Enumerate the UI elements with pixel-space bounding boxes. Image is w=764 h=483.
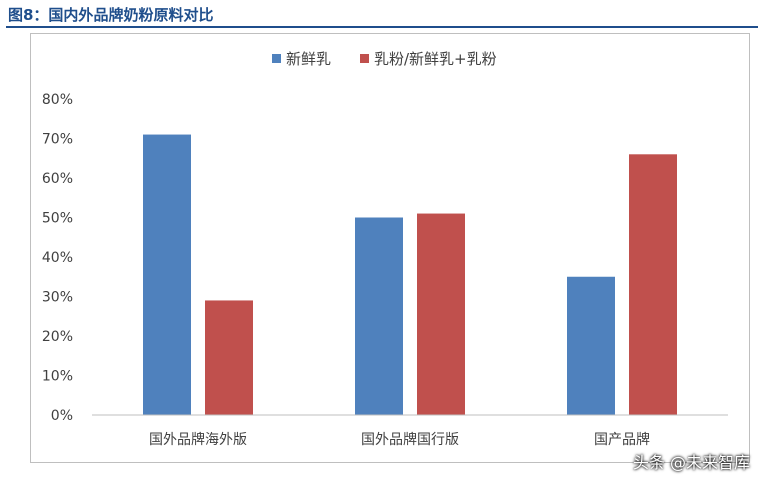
figure-title: 图8：国内外品牌奶粉原料对比 bbox=[8, 6, 214, 24]
watermark: 头条 @未来智库 bbox=[632, 453, 750, 472]
x-tick-label: 国产品牌 bbox=[594, 431, 650, 448]
title-underline bbox=[6, 26, 758, 28]
y-tick-label: 0% bbox=[51, 408, 73, 424]
bar-series2-cat3 bbox=[629, 154, 677, 416]
legend-label-series1: 新鲜乳 bbox=[286, 50, 331, 68]
bar-series2-cat2 bbox=[417, 213, 465, 415]
x-axis: 国外品牌海外版 国外品牌国行版 国产品牌 bbox=[92, 414, 728, 448]
y-tick-label: 30% bbox=[42, 290, 73, 306]
x-tick-label: 国外品牌国行版 bbox=[361, 431, 459, 448]
legend-label-series2: 乳粉/新鲜乳+乳粉 bbox=[374, 50, 497, 68]
legend-swatch-series2 bbox=[360, 54, 369, 63]
y-axis: 0% 10% 20% 30% 40% 50% 60% 70% 80% bbox=[42, 92, 73, 424]
chart-frame bbox=[30, 33, 750, 463]
y-tick-label: 70% bbox=[42, 132, 73, 148]
y-tick-label: 50% bbox=[42, 211, 73, 227]
y-tick-label: 80% bbox=[42, 92, 73, 108]
legend-swatch-series1 bbox=[272, 54, 281, 63]
bars bbox=[143, 134, 677, 416]
legend: 新鲜乳 乳粉/新鲜乳+乳粉 bbox=[272, 50, 497, 68]
bar-series2-cat1 bbox=[205, 300, 253, 415]
y-tick-label: 60% bbox=[42, 171, 73, 187]
bar-series1-cat1 bbox=[143, 134, 191, 416]
bar-series1-cat2 bbox=[355, 217, 403, 415]
y-tick-label: 40% bbox=[42, 250, 73, 266]
y-tick-label: 10% bbox=[42, 369, 73, 385]
x-tick-label: 国外品牌海外版 bbox=[149, 431, 247, 448]
bar-series1-cat3 bbox=[567, 276, 615, 415]
y-tick-label: 20% bbox=[42, 329, 73, 345]
